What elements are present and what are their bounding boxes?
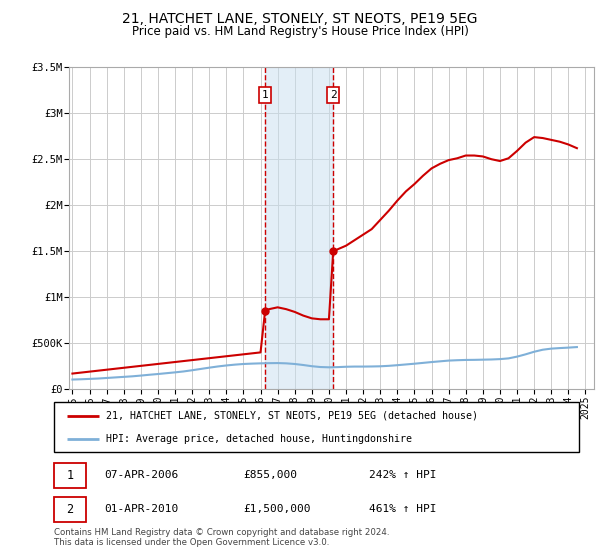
Text: 01-APR-2010: 01-APR-2010 [104,505,178,515]
Text: £855,000: £855,000 [243,470,297,480]
Text: 2: 2 [66,503,73,516]
Text: 21, HATCHET LANE, STONELY, ST NEOTS, PE19 5EG (detached house): 21, HATCHET LANE, STONELY, ST NEOTS, PE1… [107,410,479,421]
Text: £1,500,000: £1,500,000 [243,505,311,515]
Text: 1: 1 [262,90,269,100]
FancyBboxPatch shape [54,463,86,488]
Text: Contains HM Land Registry data © Crown copyright and database right 2024.
This d: Contains HM Land Registry data © Crown c… [54,528,389,548]
FancyBboxPatch shape [54,497,86,522]
FancyBboxPatch shape [54,402,579,452]
Text: HPI: Average price, detached house, Huntingdonshire: HPI: Average price, detached house, Hunt… [107,434,413,444]
Text: 21, HATCHET LANE, STONELY, ST NEOTS, PE19 5EG: 21, HATCHET LANE, STONELY, ST NEOTS, PE1… [122,12,478,26]
Text: Price paid vs. HM Land Registry's House Price Index (HPI): Price paid vs. HM Land Registry's House … [131,25,469,38]
Text: 1: 1 [66,469,73,482]
Text: 2: 2 [330,90,337,100]
Text: 242% ↑ HPI: 242% ↑ HPI [369,470,437,480]
Text: 461% ↑ HPI: 461% ↑ HPI [369,505,437,515]
Bar [265,67,333,389]
Text: 07-APR-2006: 07-APR-2006 [104,470,178,480]
